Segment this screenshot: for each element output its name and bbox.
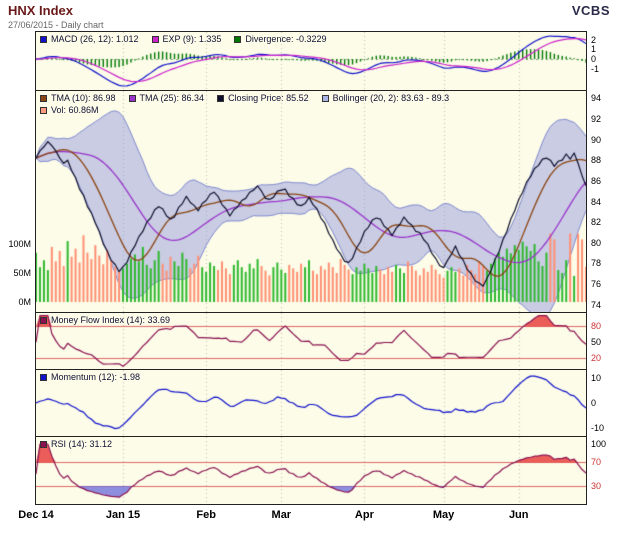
panel-rsi: RSI (14): 31.12	[36, 436, 586, 504]
momentum-color-swatch	[40, 373, 47, 381]
legend-item-macd: MACD (26, 12): 1.012	[40, 34, 139, 44]
volume-axis-tick-label: 0M	[18, 297, 31, 307]
legend-item-bollinger: Bollinger (20, 2): 83.63 - 89.3	[321, 93, 450, 103]
legend-item-momentum: Momentum (12): -1.98	[40, 372, 140, 382]
y-axis-tick-label: 84	[591, 196, 602, 207]
chart-subtitle: 27/06/2015 - Daily chart	[8, 20, 104, 30]
y-axis-tick-label: 20	[591, 353, 602, 364]
macd-legend-label: MACD (26, 12): 1.012	[51, 34, 139, 44]
y-axis-tick-label: -10	[591, 423, 605, 434]
momentum-legend-label: Momentum (12): -1.98	[51, 372, 141, 382]
page-title: HNX Index	[8, 3, 74, 18]
rsi-legend-label: RSI (14): 31.12	[51, 439, 113, 449]
legend-item-mfi: Money Flow Index (14): 33.69	[40, 315, 170, 325]
x-axis: Dec 14 Jan 15 Feb Mar Apr May Jun	[0, 506, 620, 528]
header: HNX Index 27/06/2015 - Daily chart VCBS	[0, 0, 620, 31]
y-axis-tick-label: 88	[591, 155, 602, 166]
macd-plot	[36, 32, 586, 90]
y-axis-tick-label: 92	[591, 113, 602, 124]
y-axis-tick-label: 0	[591, 54, 597, 65]
y-axis-tick-label: 80	[591, 237, 602, 248]
legend-item-divergence: Divergence: -0.3229	[234, 34, 326, 44]
closing-price-color-swatch	[217, 94, 225, 102]
divergence-color-swatch	[234, 35, 242, 43]
price-plot	[36, 91, 586, 312]
rsi-legend: RSI (14): 31.12	[40, 439, 112, 449]
legend-item-volume: Vol: 60.86M	[40, 105, 99, 115]
y-axis-tick-label: 0	[591, 398, 597, 408]
y-axis-tick-label: 2	[591, 34, 597, 45]
tma10-legend-label: TMA (10): 86.98	[51, 93, 116, 103]
macd-color-swatch	[40, 35, 47, 43]
momentum-legend: Momentum (12): -1.98	[40, 372, 140, 382]
volume-color-swatch	[40, 106, 47, 114]
x-axis-label: Feb	[196, 509, 216, 521]
right-axis-gutter: 2 1 0 -1 94 92 90 88 86 84 82 80 78 76 74 80 50 20 10 0 -10 1…	[588, 32, 620, 505]
y-axis-tick-label: 94	[591, 93, 602, 104]
y-axis-tick-label: 82	[591, 217, 602, 228]
tma10-color-swatch	[40, 94, 47, 102]
closing-price-legend-label: Closing Price: 85.52	[228, 93, 309, 103]
y-axis-tick-label: 10	[591, 372, 602, 383]
panel-price: TMA (10): 86.98 TMA (25): 86.34 Closing …	[36, 90, 586, 312]
y-axis-tick-label: 30	[591, 481, 602, 492]
y-axis-tick-label: 74	[591, 299, 602, 310]
header-title-block: HNX Index 27/06/2015 - Daily chart	[8, 3, 104, 31]
rsi-plot	[36, 437, 586, 504]
volume-axis-tick-label: 50M	[13, 268, 31, 278]
y-axis-tick-label: 76	[591, 279, 602, 290]
x-axis-label: Mar	[271, 509, 292, 521]
exp-color-swatch	[151, 35, 159, 43]
legend-item-rsi: RSI (14): 31.12	[40, 439, 112, 449]
volume-axis-tick-label: 100M	[8, 239, 31, 249]
mfi-legend: Money Flow Index (14): 33.69	[40, 315, 170, 325]
panel-macd: MACD (26, 12): 1.012 EXP (9): 1.335 Dive…	[36, 32, 586, 90]
macd-legend: MACD (26, 12): 1.012 EXP (9): 1.335 Dive…	[40, 34, 326, 44]
y-axis-tick-label: -1	[591, 63, 600, 74]
brand-logo: VCBS	[571, 3, 610, 18]
x-axis-label: Jan 15	[105, 509, 141, 521]
y-axis-tick-label: 100	[591, 439, 607, 450]
bollinger-color-swatch	[321, 94, 329, 102]
legend-item-tma25: TMA (25): 86.34	[128, 93, 205, 103]
chart-region: MACD (26, 12): 1.012 EXP (9): 1.335 Dive…	[0, 31, 620, 535]
x-axis-label: May	[432, 509, 455, 521]
left-axis-gutter: 100M 50M 0M	[0, 32, 34, 505]
mfi-plot	[36, 313, 586, 369]
momentum-plot	[36, 370, 586, 436]
panel-mfi: Money Flow Index (14): 33.69	[36, 312, 586, 369]
y-axis-tick-label: 70	[591, 457, 602, 468]
panel-momentum: Momentum (12): -1.98	[36, 369, 586, 436]
plot-frame: MACD (26, 12): 1.012 EXP (9): 1.335 Dive…	[35, 31, 587, 505]
y-axis-tick-label: 80	[591, 321, 602, 332]
tma25-color-swatch	[128, 94, 136, 102]
y-axis-tick-label: 1	[591, 44, 597, 55]
bollinger-legend-label: Bollinger (20, 2): 83.63 - 89.3	[332, 93, 450, 103]
y-axis-tick-label: 86	[591, 175, 602, 186]
rsi-color-swatch	[40, 440, 47, 448]
volume-legend-label: Vol: 60.86M	[51, 105, 99, 115]
volume-legend: Vol: 60.86M	[40, 105, 99, 115]
mfi-legend-label: Money Flow Index (14): 33.69	[51, 315, 171, 325]
x-axis-label: Apr	[354, 509, 374, 521]
legend-item-close: Closing Price: 85.52	[217, 93, 309, 103]
tma25-legend-label: TMA (25): 86.34	[139, 93, 205, 103]
y-axis-tick-label: 90	[591, 134, 602, 145]
mfi-color-swatch	[40, 316, 47, 324]
exp-legend-label: EXP (9): 1.335	[162, 34, 222, 44]
divergence-legend-label: Divergence: -0.3229	[245, 34, 327, 44]
y-axis-tick-label: 50	[591, 337, 602, 348]
x-axis-label: Dec 14	[18, 509, 54, 521]
y-axis-tick-label: 78	[591, 258, 602, 269]
x-axis-label: Jun	[508, 509, 529, 521]
legend-item-tma10: TMA (10): 86.98	[40, 93, 116, 103]
legend-item-exp: EXP (9): 1.335	[151, 34, 222, 44]
price-legend: TMA (10): 86.98 TMA (25): 86.34 Closing …	[40, 93, 449, 103]
